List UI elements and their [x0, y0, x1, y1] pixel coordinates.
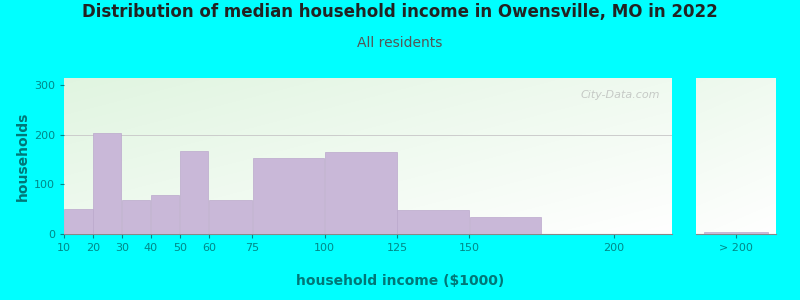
Bar [209, 200, 252, 234]
Bar [65, 209, 93, 234]
Bar [253, 158, 324, 234]
Bar [122, 200, 150, 234]
Bar [151, 195, 179, 234]
Bar [325, 152, 397, 234]
Text: Distribution of median household income in Owensville, MO in 2022: Distribution of median household income … [82, 3, 718, 21]
Bar [398, 210, 469, 234]
Text: All residents: All residents [358, 36, 442, 50]
Text: household income ($1000): household income ($1000) [296, 274, 504, 288]
Bar [704, 232, 768, 234]
Text: City-Data.com: City-Data.com [580, 91, 660, 100]
Bar [180, 151, 208, 234]
Y-axis label: households: households [16, 111, 30, 201]
Bar [94, 134, 122, 234]
Bar [470, 217, 542, 234]
